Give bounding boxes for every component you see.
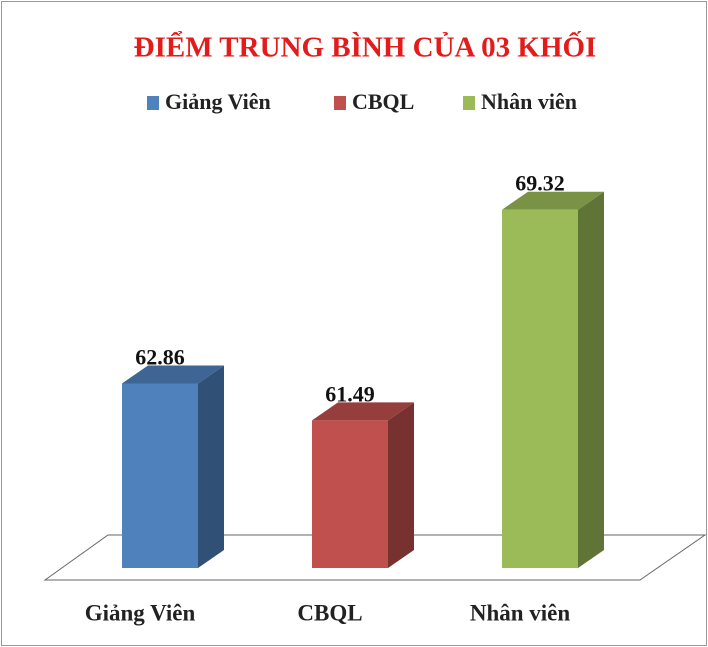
bar — [502, 191, 604, 568]
legend-label: CBQL — [352, 89, 414, 114]
bar — [312, 402, 414, 568]
bar — [122, 365, 224, 568]
chart-title: ĐIỂM TRUNG BÌNH CỦA 03 KHỐI — [134, 30, 597, 64]
legend-swatch — [334, 96, 346, 110]
legend-swatch — [147, 96, 159, 110]
value-label: 62.86 — [135, 345, 185, 370]
value-label: 69.32 — [515, 171, 565, 196]
value-label: 61.49 — [325, 381, 375, 406]
x-tick-label: Nhân viên — [470, 600, 571, 625]
bar-side — [198, 365, 224, 568]
x-tick-label: Giảng Viên — [85, 600, 196, 625]
bar-side — [578, 191, 604, 568]
bar-top — [122, 365, 224, 384]
bar-top — [502, 191, 604, 210]
bar-front — [312, 420, 388, 568]
legend-label: Nhân viên — [481, 89, 577, 114]
bar-front — [122, 383, 198, 568]
legend-label: Giảng Viên — [165, 89, 271, 114]
x-tick-label: CBQL — [297, 600, 362, 625]
bar-side — [388, 402, 414, 568]
bar-front — [502, 209, 578, 568]
legend-swatch — [463, 96, 475, 110]
bar-top — [312, 402, 414, 421]
